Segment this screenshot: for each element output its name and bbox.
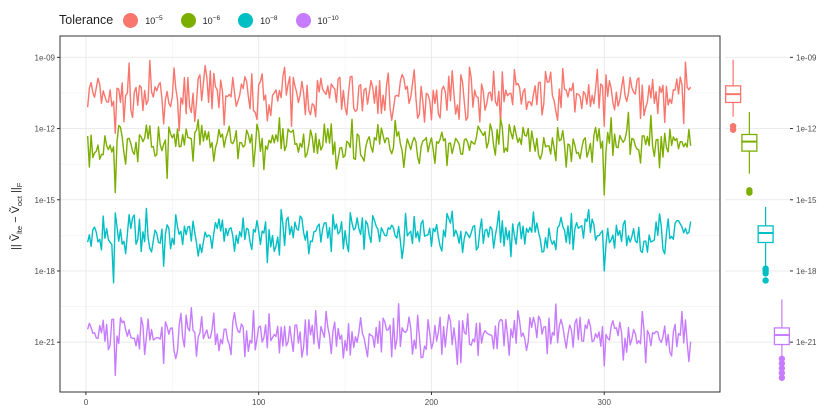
boxplot-1e-10 (773, 299, 791, 381)
box-outlier (778, 365, 786, 372)
x-tick-label: 100 (252, 398, 266, 407)
legend-key-1e-8 (238, 12, 254, 28)
series-line-1e-5 (86, 59, 692, 135)
legend-label-1e-5: 10−5 (145, 14, 163, 26)
legend-title: Tolerance (59, 13, 114, 27)
box-outlier (778, 360, 786, 367)
y-tick-label: 1e-18 (35, 267, 56, 276)
series-lines (86, 59, 692, 377)
legend-label-1e-10: 10−10 (317, 14, 339, 26)
box-outlier (762, 270, 769, 277)
legend-label-1e-6: 10−6 (202, 14, 221, 26)
series-line-1e-8 (86, 207, 692, 284)
y-tick-label-right: 1e-15 (796, 196, 817, 205)
y-tick-label: 1e-15 (35, 196, 56, 205)
y-tick-label-right: 1e-21 (796, 338, 817, 347)
x-tick-label: 0 (84, 398, 89, 407)
box-outlier (778, 369, 786, 377)
legend-label-1e-8: 10−8 (260, 14, 278, 26)
y-tick-label: 1e-09 (35, 53, 56, 62)
y-tick-label-right: 1e-18 (796, 267, 817, 276)
y-axis-right: 1e-09 1e-12 1e-15 1e-18 1e-21 (790, 53, 817, 347)
x-tick-label: 200 (425, 398, 439, 407)
box-outlier (778, 374, 786, 381)
legend-key-1e-6 (180, 12, 196, 28)
y-tick-label: 1e-21 (35, 338, 56, 347)
legend-item-1e-10: 10−10 (295, 12, 339, 28)
box-outlier (778, 355, 786, 362)
y-axis-label: || Ṽlte − Ṽoct ||F (10, 182, 25, 250)
legend-key-1e-10 (295, 12, 311, 28)
box-iqr (773, 327, 791, 346)
x-axis: 0 100 200 300 (84, 392, 612, 407)
x-tick-label: 300 (598, 398, 612, 407)
boxplot-1e-6 (741, 111, 758, 196)
box-iqr (741, 133, 758, 152)
series-line-1e-10 (86, 303, 692, 377)
boxplot-1e-5 (725, 59, 742, 133)
plot-border (59, 35, 721, 393)
legend-key-1e-5 (123, 12, 139, 28)
box-outlier (746, 189, 753, 196)
legend-item-1e-5: 10−5 (123, 12, 163, 28)
box-outlier (762, 277, 769, 284)
box-iqr (757, 225, 774, 244)
y-tick-label: 1e-12 (35, 125, 56, 134)
legend-item-1e-6: 10−6 (180, 12, 221, 28)
boxplot-panel (725, 59, 791, 381)
y-tick-label-right: 1e-09 (796, 53, 817, 62)
legend-item-1e-8: 10−8 (238, 12, 278, 28)
y-axis-left: 1e-09 1e-12 1e-15 1e-18 1e-21 (35, 53, 60, 347)
legend: Tolerance 10−5 10−6 10−8 10−10 (59, 8, 357, 32)
boxplot-1e-8 (757, 206, 774, 284)
y-tick-label-right: 1e-12 (796, 125, 817, 134)
series-line-1e-6 (86, 111, 692, 196)
box-outlier (729, 126, 737, 133)
